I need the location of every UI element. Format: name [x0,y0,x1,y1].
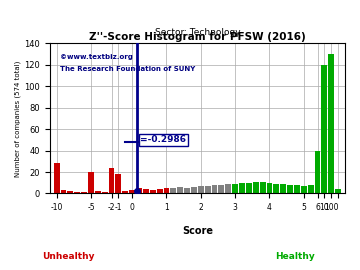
Bar [143,189,149,194]
Bar [122,191,128,194]
Bar [335,189,341,194]
Bar [129,190,135,194]
Bar [239,183,245,194]
Bar [301,186,307,194]
Bar [163,188,170,194]
Bar [81,193,87,194]
Bar [266,183,273,194]
Bar [157,189,162,194]
Bar [280,184,286,194]
Text: =-0.2986: =-0.2986 [140,135,186,144]
Text: Unhealthy: Unhealthy [42,252,95,261]
Text: The Research Foundation of SUNY: The Research Foundation of SUNY [60,66,195,72]
Bar [232,184,238,194]
Bar [88,172,94,194]
Bar [294,185,300,194]
Text: ©www.textbiz.org: ©www.textbiz.org [60,54,133,60]
Bar [102,193,108,194]
Y-axis label: Number of companies (574 total): Number of companies (574 total) [15,60,22,177]
Bar [253,182,258,194]
Text: Healthy: Healthy [275,252,315,261]
Bar [273,184,279,194]
Text: Sector: Technology: Sector: Technology [155,28,241,37]
Bar [205,186,211,194]
Bar [321,65,327,194]
Bar [219,185,224,194]
X-axis label: Score: Score [182,226,213,236]
Bar [136,188,142,194]
Bar [116,174,121,194]
Bar [170,188,176,194]
Bar [95,191,101,194]
Bar [260,182,266,194]
Bar [150,190,156,194]
Bar [67,191,73,194]
Bar [74,193,80,194]
Bar [191,187,197,194]
Bar [54,163,59,194]
Bar [287,185,293,194]
Title: Z''-Score Histogram for PFSW (2016): Z''-Score Histogram for PFSW (2016) [89,32,306,42]
Bar [60,190,66,194]
Bar [212,185,217,194]
Bar [184,188,190,194]
Bar [308,185,314,194]
Bar [198,186,204,194]
Bar [109,168,114,194]
Bar [315,151,320,194]
Bar [177,187,183,194]
Bar [246,183,252,194]
Bar [225,184,231,194]
Bar [328,54,334,194]
